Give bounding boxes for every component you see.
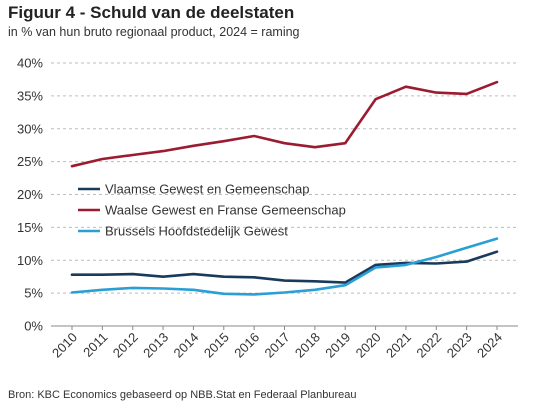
chart-subtitle: in % van hun bruto regionaal product, 20… bbox=[8, 25, 300, 39]
x-tick-label: 2024 bbox=[474, 330, 505, 361]
x-tick-label: 2019 bbox=[322, 330, 353, 361]
x-tick-label: 2010 bbox=[49, 330, 80, 361]
chart-title: Figuur 4 - Schuld van de deelstaten bbox=[8, 3, 295, 22]
source-note: Bron: KBC Economics gebaseerd op NBB.Sta… bbox=[8, 389, 357, 401]
legend-label: Vlaamse Gewest en Gemeenschap bbox=[105, 182, 310, 197]
y-tick-label: 20% bbox=[17, 187, 43, 202]
x-tick-label: 2017 bbox=[262, 330, 293, 361]
series-line-2 bbox=[70, 80, 499, 168]
x-tick-label: 2011 bbox=[80, 330, 110, 360]
y-tick-label: 10% bbox=[17, 253, 43, 268]
x-tick-label: 2020 bbox=[353, 330, 384, 361]
y-tick-label: 40% bbox=[17, 56, 43, 71]
y-tick-label: 15% bbox=[17, 220, 43, 235]
x-tick-label: 2022 bbox=[413, 330, 444, 361]
y-tick-label: 5% bbox=[24, 286, 43, 301]
legend-label: Brussels Hoofdstedelijk Gewest bbox=[105, 224, 288, 239]
x-tick-label: 2023 bbox=[444, 330, 475, 361]
y-tick-label: 30% bbox=[17, 121, 43, 136]
x-tick-label: 2014 bbox=[170, 330, 201, 361]
y-tick-label: 25% bbox=[17, 154, 43, 169]
x-tick-label: 2013 bbox=[140, 330, 171, 361]
x-axis-ticks: 2010 2011 2012 2013 2014 2015 2016 2017 2018 2019… bbox=[49, 326, 505, 361]
y-axis-ticks: 0% 5% 10% 15% 20% 25% 30% 35% 40% bbox=[17, 56, 43, 334]
x-tick-label: 2021 bbox=[383, 330, 414, 361]
legend-label: Waalse Gewest en Franse Gemeenschap bbox=[105, 203, 346, 218]
x-tick-label: 2012 bbox=[110, 330, 141, 361]
x-tick-label: 2015 bbox=[201, 330, 232, 361]
series-lines bbox=[70, 80, 499, 296]
series-line-3 bbox=[70, 237, 499, 296]
y-tick-label: 35% bbox=[17, 88, 43, 103]
legend: Vlaamse Gewest en Gemeenschap Waalse Gewe… bbox=[78, 182, 346, 239]
series-line-1 bbox=[70, 250, 499, 284]
x-tick-label: 2018 bbox=[292, 330, 323, 361]
x-tick-label: 2016 bbox=[231, 330, 262, 361]
y-tick-label: 0% bbox=[24, 319, 43, 334]
